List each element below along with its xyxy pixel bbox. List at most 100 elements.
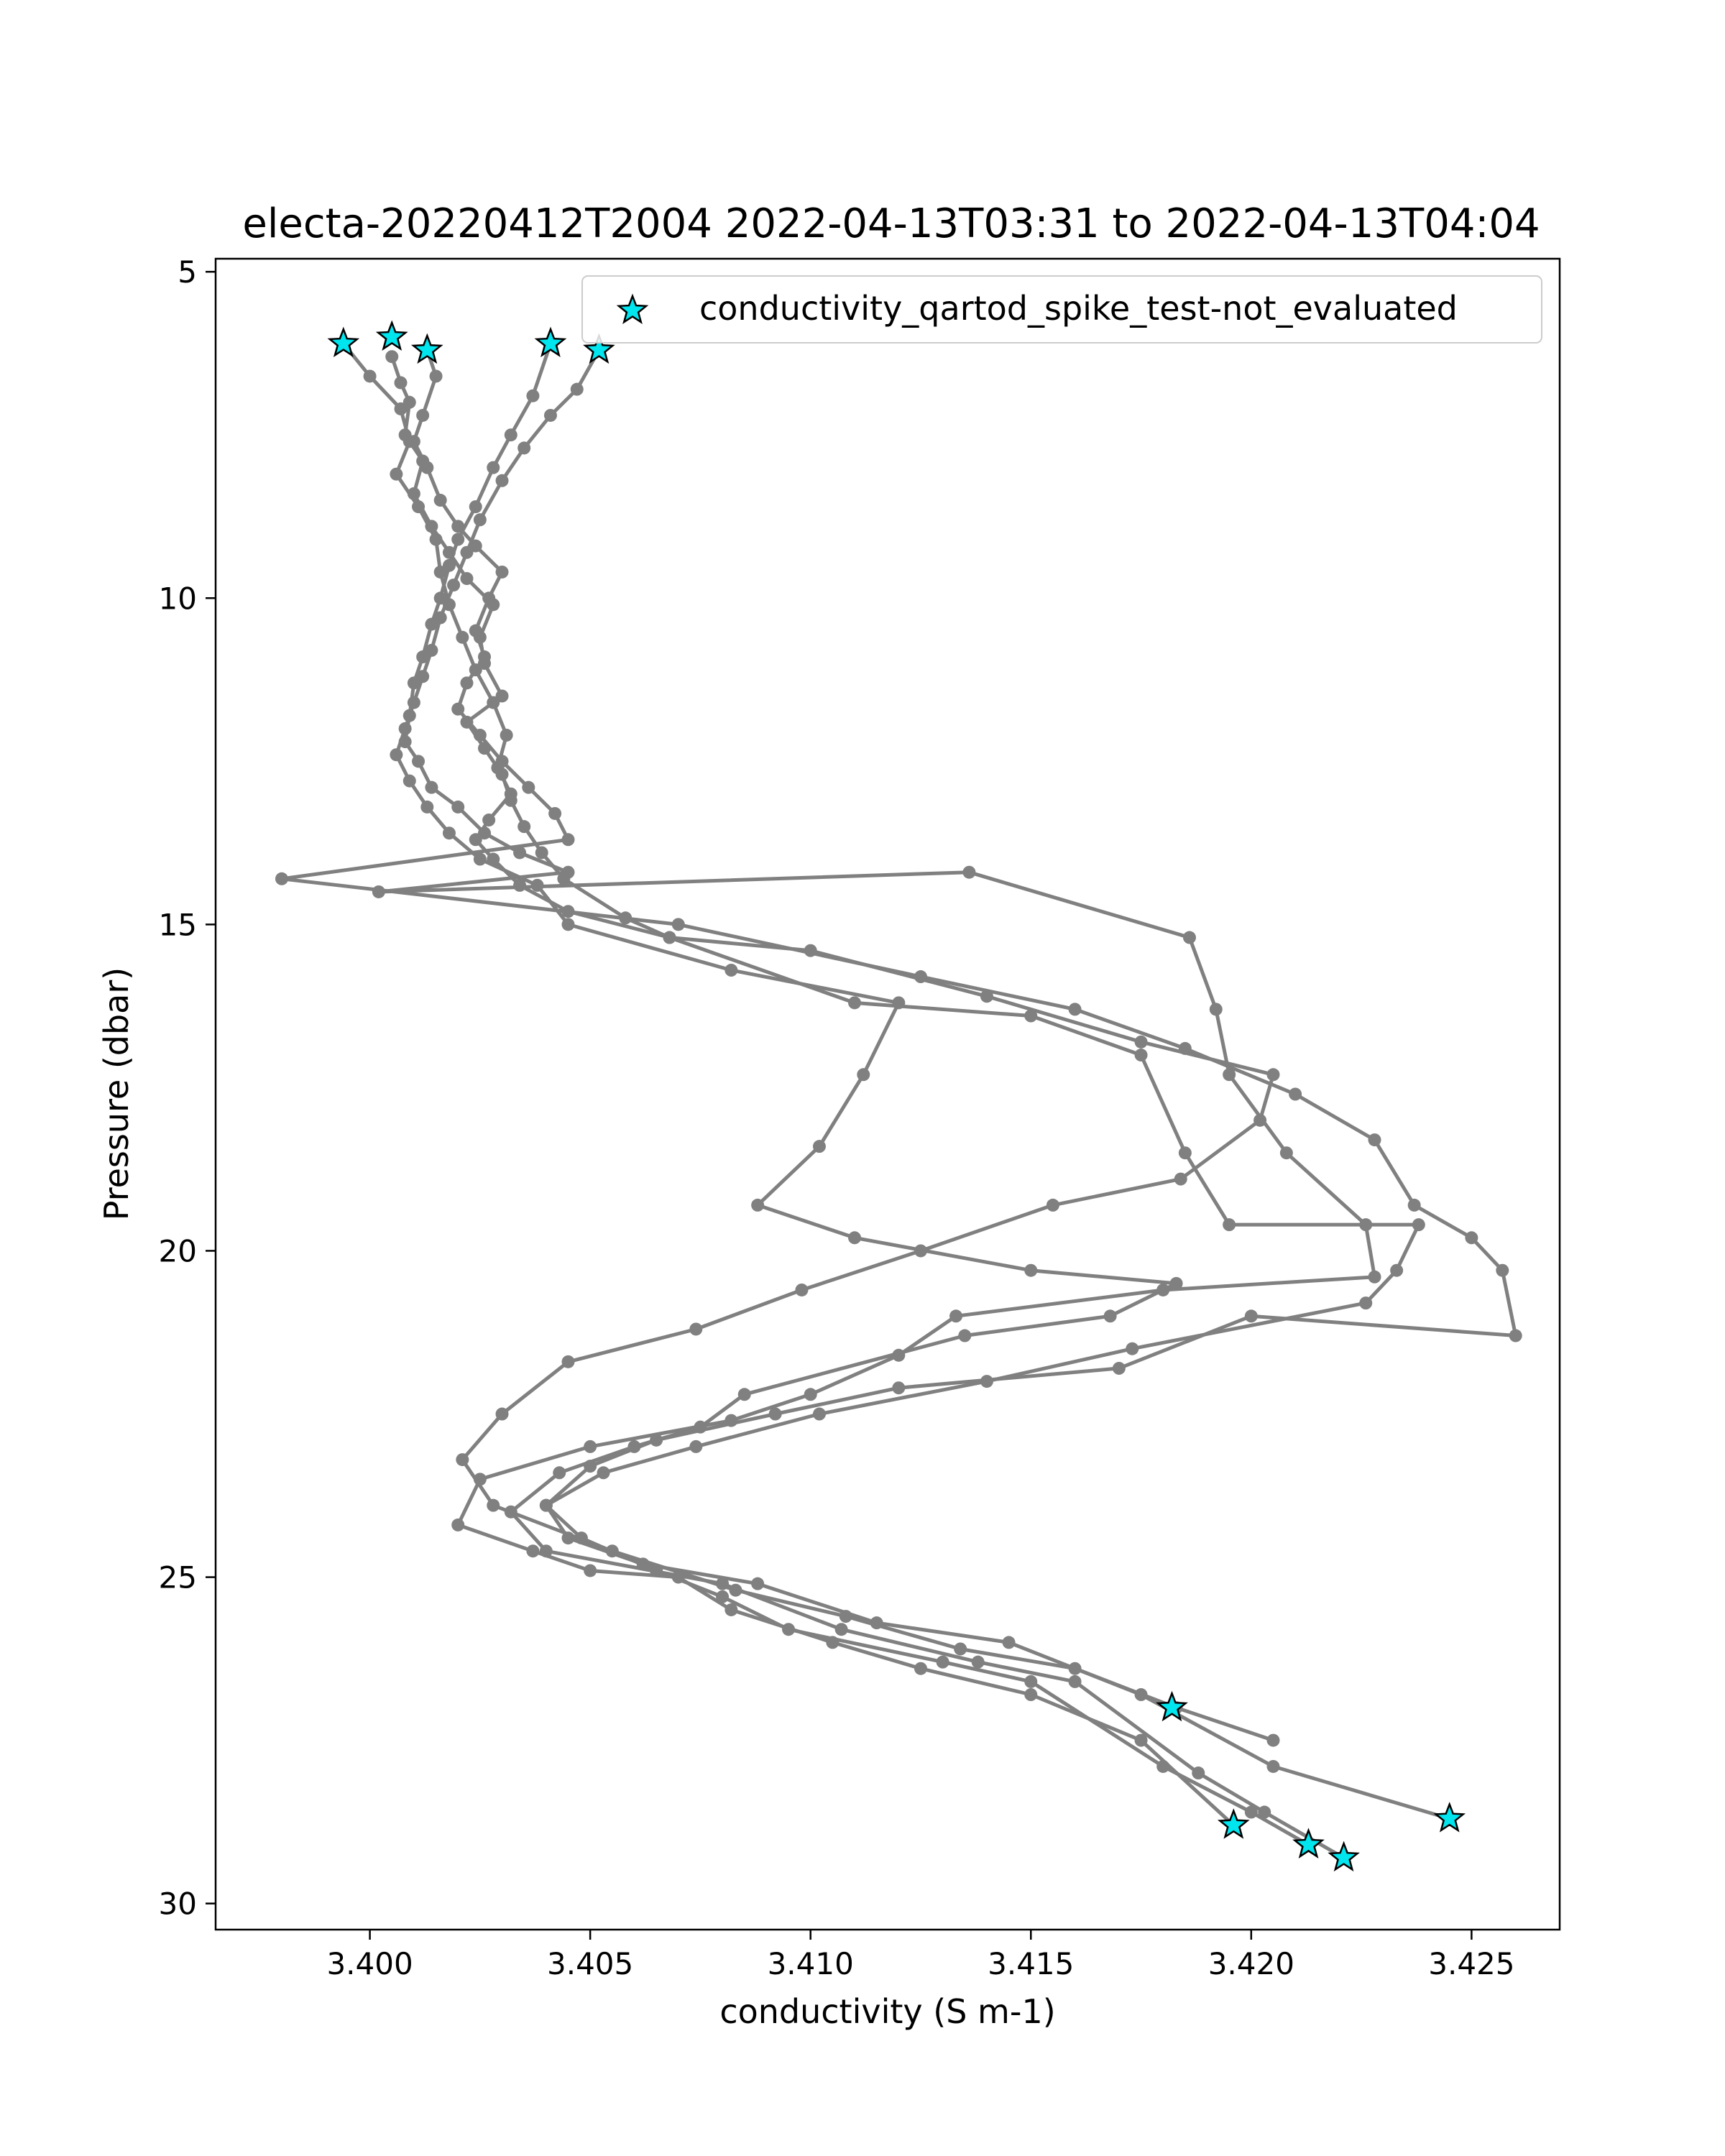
flagged-point-star <box>1292 1828 1325 1858</box>
data-point <box>491 761 505 775</box>
data-point <box>892 1381 906 1395</box>
x-tick-label: 3.415 <box>988 1946 1074 1981</box>
data-point <box>561 833 575 847</box>
data-point <box>402 774 416 788</box>
data-point <box>914 1244 927 1258</box>
data-point <box>447 579 461 592</box>
data-point <box>526 1544 540 1558</box>
data-point <box>1223 1068 1236 1082</box>
flagged-point-star <box>1433 1802 1466 1833</box>
data-point <box>473 513 487 527</box>
data-point <box>729 1583 742 1597</box>
data-point <box>980 990 993 1003</box>
data-point <box>1223 1218 1236 1232</box>
data-point <box>539 1498 553 1512</box>
data-point <box>936 1655 949 1669</box>
data-point <box>848 1231 862 1245</box>
data-point <box>663 931 676 944</box>
data-point <box>751 1198 765 1212</box>
data-point <box>487 1498 500 1512</box>
data-point <box>689 1322 703 1336</box>
data-point <box>469 833 482 847</box>
data-point <box>553 1466 566 1480</box>
data-point <box>1412 1218 1425 1232</box>
data-point <box>548 806 562 820</box>
data-point <box>584 1564 597 1577</box>
flagged-point-star <box>327 326 360 358</box>
data-point <box>1182 931 1196 944</box>
data-point <box>1068 1662 1082 1675</box>
data-point <box>1244 1805 1258 1819</box>
data-point <box>1359 1296 1373 1310</box>
data-point <box>1496 1263 1509 1277</box>
data-point <box>724 1414 738 1427</box>
data-point <box>526 389 540 402</box>
data-point <box>456 630 469 644</box>
data-point <box>1509 1329 1522 1342</box>
data-point <box>627 1439 641 1453</box>
data-point <box>460 676 474 690</box>
data-point <box>1178 1146 1192 1160</box>
data-point <box>1002 1636 1016 1649</box>
data-point <box>671 918 685 931</box>
data-point <box>1359 1218 1373 1232</box>
data-point <box>804 1388 817 1401</box>
legend-box <box>581 275 1542 344</box>
legend-star-icon <box>616 293 649 325</box>
data-point <box>949 1309 963 1323</box>
data-point <box>412 755 426 768</box>
data-point <box>689 1439 703 1453</box>
data-point <box>1289 1087 1302 1101</box>
data-point <box>433 494 447 507</box>
data-point <box>473 852 487 866</box>
data-point <box>363 369 377 383</box>
data-point <box>1368 1133 1381 1147</box>
data-point <box>1134 1049 1148 1062</box>
y-tick-label: 30 <box>159 1886 197 1922</box>
data-point <box>425 643 438 657</box>
data-point <box>394 376 408 390</box>
data-point <box>513 846 527 860</box>
data-point <box>1169 1276 1183 1290</box>
data-point <box>442 558 456 572</box>
flagged-point-star <box>375 320 408 351</box>
data-point <box>561 905 575 918</box>
series-line-3 <box>377 343 1376 1827</box>
data-point <box>812 1407 826 1421</box>
chart-title: electa-20220412T2004 2022-04-13T03:31 to… <box>242 201 1540 247</box>
data-point <box>826 1636 840 1649</box>
data-point <box>398 722 412 735</box>
data-point <box>460 572 474 586</box>
data-point <box>495 1407 509 1421</box>
data-point <box>402 395 416 409</box>
data-point <box>1407 1198 1421 1212</box>
data-point <box>530 878 544 892</box>
x-axis: 3.400 3.405 3.410 3.415 3.420 3.425 <box>326 1930 1515 1981</box>
flagged-point-star <box>534 326 567 358</box>
data-point <box>892 996 906 1010</box>
data-point <box>433 591 447 605</box>
data-point <box>425 617 438 631</box>
data-point <box>1266 1068 1280 1082</box>
flagged-point-star <box>1217 1808 1250 1839</box>
y-tick-label: 10 <box>159 581 197 616</box>
data-point <box>495 474 509 487</box>
data-point <box>425 780 438 794</box>
data-point <box>394 402 408 415</box>
y-axis: 5 10 15 20 25 30 <box>159 254 216 1922</box>
data-point <box>420 800 434 814</box>
data-point <box>958 1329 972 1342</box>
data-point <box>1024 1263 1038 1277</box>
data-point <box>478 650 491 664</box>
data-point <box>1024 1688 1038 1702</box>
data-point <box>469 663 482 677</box>
data-point <box>605 1544 619 1558</box>
data-point <box>1192 1766 1205 1780</box>
data-point <box>539 1544 553 1558</box>
data-point <box>1266 1759 1280 1773</box>
data-point <box>473 728 487 742</box>
data-point <box>1024 1674 1038 1688</box>
flagged-point-star <box>583 333 615 364</box>
y-tick-label: 25 <box>159 1560 197 1595</box>
x-tick-label: 3.425 <box>1428 1946 1514 1981</box>
